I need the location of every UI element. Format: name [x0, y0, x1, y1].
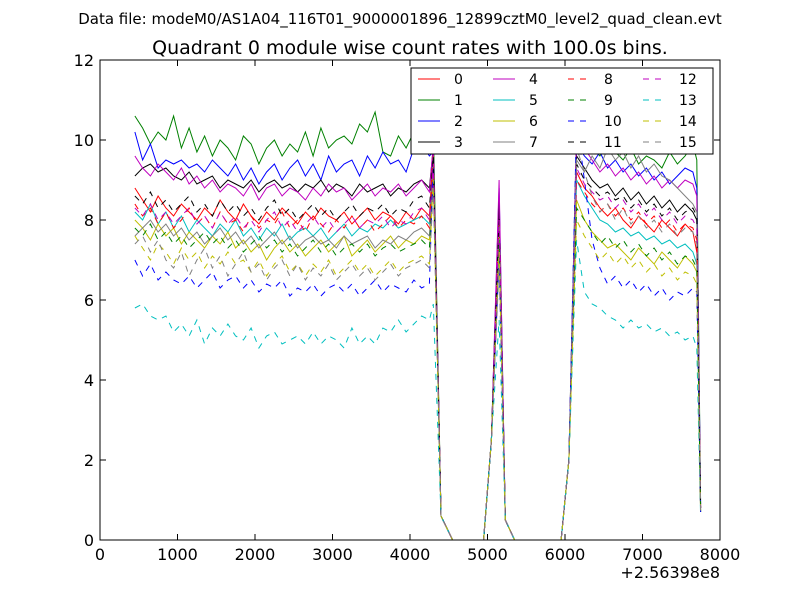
x-tick-label: 5000	[467, 545, 508, 564]
y-tick-label: 6	[84, 291, 94, 310]
x-tick-label: 3000	[312, 545, 353, 564]
series-line-15	[134, 147, 702, 541]
x-tick-label: 1000	[157, 545, 198, 564]
legend-label-7: 7	[529, 135, 538, 151]
series-line-14	[134, 179, 702, 541]
legend-label-5: 5	[529, 93, 538, 109]
legend-label-14: 14	[679, 114, 697, 130]
series-line-10	[134, 119, 702, 541]
x-offset-label: +2.56398e8	[620, 563, 720, 582]
y-tick-label: 8	[84, 211, 94, 230]
chart-title: Quadrant 0 module wise count rates with …	[152, 37, 668, 59]
series-line-12	[134, 163, 702, 541]
data-file-suptitle: Data file: modeM0/AS1A04_116T01_90000018…	[78, 10, 722, 29]
series-line-11	[134, 155, 702, 541]
y-tick-label: 12	[74, 51, 94, 70]
series-line-7	[134, 146, 702, 541]
y-tick-label: 0	[84, 531, 94, 550]
legend-label-11: 11	[604, 135, 622, 151]
series-line-8	[134, 155, 702, 541]
legend-label-8: 8	[604, 72, 613, 88]
legend-label-1: 1	[454, 93, 463, 109]
legend-label-9: 9	[604, 93, 613, 109]
y-tick-label: 4	[84, 371, 94, 390]
series-line-4	[134, 131, 702, 541]
legend-label-0: 0	[454, 72, 463, 88]
plot-area: 0 1000 2000 3000 4000 5000 6000 7000 80000246810…	[74, 51, 741, 564]
series-layer	[134, 98, 702, 541]
x-tick-label: 7000	[622, 545, 663, 564]
legend-label-2: 2	[454, 114, 463, 130]
legend-label-10: 10	[604, 114, 622, 130]
x-tick-label: 6000	[545, 545, 586, 564]
legend-label-4: 4	[529, 72, 538, 88]
legend-box	[410, 67, 714, 155]
legend-label-3: 3	[454, 135, 463, 151]
x-tick-label: 8000	[700, 545, 741, 564]
x-tick-label: 2000	[235, 545, 276, 564]
y-tick-label: 2	[84, 451, 94, 470]
x-tick-label: 4000	[390, 545, 431, 564]
series-line-9	[134, 179, 702, 541]
legend-label-6: 6	[529, 114, 538, 130]
x-tick-label: 0	[95, 545, 105, 564]
legend-label-13: 13	[679, 93, 697, 109]
tick-layer: 0 1000 2000 3000 4000 5000 6000 7000 80000246810…	[74, 51, 741, 564]
y-tick-label: 10	[74, 131, 94, 150]
legend-label-12: 12	[679, 72, 697, 88]
legend-label-15: 15	[679, 135, 697, 151]
series-line-13	[134, 239, 702, 541]
